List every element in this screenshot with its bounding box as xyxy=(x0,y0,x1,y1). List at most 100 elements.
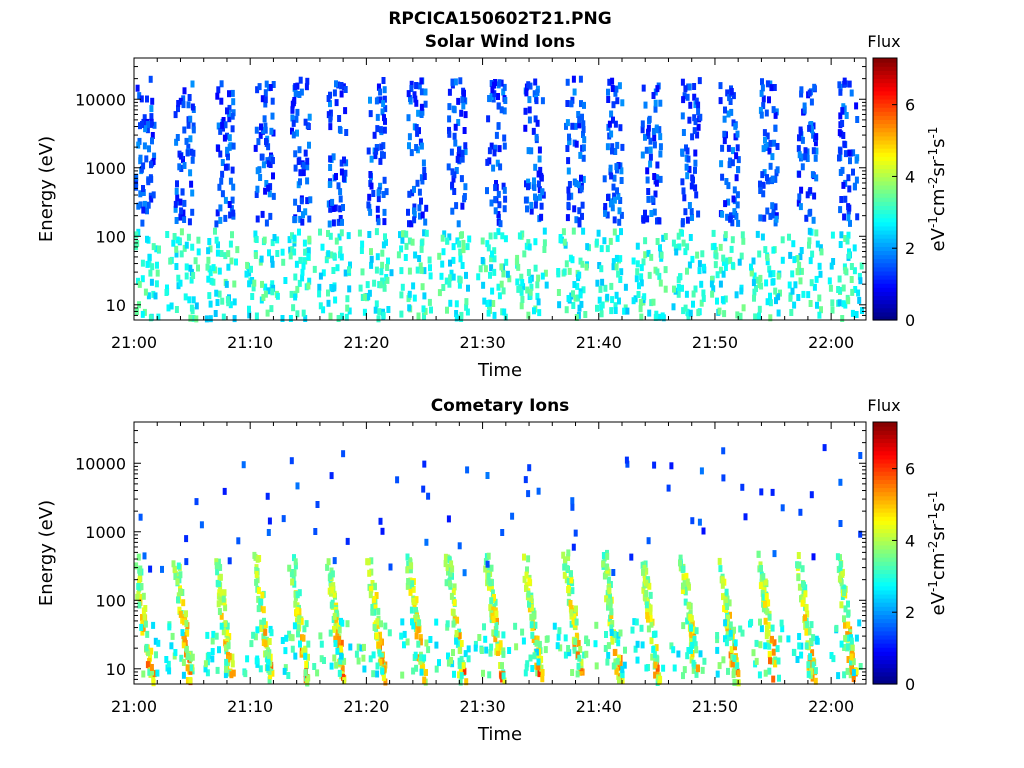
heatmap-cell xyxy=(460,231,464,239)
heatmap-cell xyxy=(649,210,654,217)
heatmap-cell xyxy=(458,255,463,263)
heatmap-cell xyxy=(227,143,232,151)
heatmap-cell xyxy=(684,290,689,298)
heatmap-cell xyxy=(267,249,271,257)
heatmap-cell xyxy=(723,106,727,114)
heatmap-cell xyxy=(843,605,848,613)
heatmap-cell xyxy=(305,163,310,171)
heatmap-cell xyxy=(446,659,451,667)
heatmap-cell xyxy=(536,180,541,188)
heatmap-cell xyxy=(570,669,575,676)
heatmap-cell xyxy=(856,289,861,297)
heatmap-cell xyxy=(734,212,739,220)
heatmap-cell xyxy=(343,169,348,177)
colorbar-tick-label: 0 xyxy=(905,311,915,330)
heatmap-cell xyxy=(568,600,573,607)
heatmap-cell xyxy=(845,643,850,651)
heatmap-cell xyxy=(267,517,272,525)
colorbar-segment xyxy=(873,229,897,235)
heatmap-cell xyxy=(812,283,817,291)
heatmap-cell xyxy=(414,632,419,640)
heatmap-cell xyxy=(530,665,535,672)
heatmap-cell xyxy=(173,649,178,656)
heatmap-cell xyxy=(734,291,739,299)
heatmap-cell xyxy=(620,143,625,151)
heatmap-cell xyxy=(689,631,694,639)
heatmap-cell xyxy=(181,95,186,103)
heatmap-cell xyxy=(760,78,764,86)
heatmap-cell xyxy=(715,646,720,654)
heatmap-cell xyxy=(757,671,762,679)
heatmap-cell xyxy=(565,214,570,222)
heatmap-cell xyxy=(792,301,797,309)
heatmap-cell xyxy=(260,591,265,599)
heatmap-cell xyxy=(680,229,684,237)
heatmap-cell xyxy=(339,90,344,98)
heatmap-cell xyxy=(739,287,744,295)
heatmap-cell xyxy=(149,278,154,286)
heatmap-cell xyxy=(482,623,486,631)
heatmap-cell xyxy=(768,162,773,170)
heatmap-cell xyxy=(577,271,582,279)
heatmap-cell xyxy=(843,635,848,643)
heatmap-cell xyxy=(419,77,424,85)
heatmap-cell xyxy=(758,618,762,626)
heatmap-cell xyxy=(375,253,380,261)
heatmap-cell xyxy=(143,605,148,612)
heatmap-cell xyxy=(610,198,615,206)
heatmap-cell xyxy=(303,208,308,216)
colorbar-segment xyxy=(873,532,897,538)
heatmap-cell xyxy=(287,564,292,572)
heatmap-cell xyxy=(141,624,146,632)
heatmap-cell xyxy=(723,264,728,271)
heatmap-cell xyxy=(809,637,814,645)
heatmap-cell xyxy=(811,634,816,642)
heatmap-cell xyxy=(217,589,222,597)
heatmap-cell xyxy=(174,217,179,224)
heatmap-cell xyxy=(150,668,154,676)
colorbar-segment xyxy=(873,266,897,272)
heatmap-cell xyxy=(691,176,695,184)
heatmap-cell xyxy=(381,191,386,198)
heatmap-cell xyxy=(800,163,805,171)
heatmap-cell xyxy=(291,304,296,312)
heatmap-cell xyxy=(799,86,804,94)
heatmap-cell xyxy=(148,314,153,322)
heatmap-cell xyxy=(830,231,835,239)
heatmap-cell xyxy=(261,294,266,301)
colorbar-segment xyxy=(873,123,897,129)
heatmap-cell xyxy=(565,100,570,107)
heatmap-cell xyxy=(566,549,571,557)
heatmap-cell xyxy=(494,622,499,629)
heatmap-cell xyxy=(388,563,393,571)
heatmap-cell xyxy=(838,478,843,486)
heatmap-cell xyxy=(336,182,341,190)
heatmap-cell xyxy=(340,665,345,673)
heatmap-cell xyxy=(593,640,598,648)
heatmap-cell xyxy=(606,576,611,584)
heatmap-cell xyxy=(851,675,856,683)
heatmap-cell xyxy=(577,217,582,225)
x-tick-label: 22:00 xyxy=(808,697,854,716)
heatmap-cell xyxy=(191,122,196,130)
heatmap-cell xyxy=(692,635,697,643)
heatmap-cell xyxy=(225,296,230,304)
heatmap-cell xyxy=(768,292,772,300)
heatmap-cell xyxy=(840,120,845,127)
heatmap-cell xyxy=(263,640,268,648)
heatmap-cell xyxy=(140,628,145,636)
heatmap-cell xyxy=(527,243,532,251)
heatmap-cell xyxy=(179,207,184,215)
heatmap-cell xyxy=(141,162,146,170)
heatmap-cell xyxy=(261,606,266,614)
heatmap-cell xyxy=(537,146,542,154)
heatmap-cell xyxy=(375,618,380,626)
heatmap-cell xyxy=(178,198,183,206)
heatmap-cell xyxy=(178,588,183,596)
x-tick-label: 21:00 xyxy=(111,697,157,716)
heatmap-cell xyxy=(842,140,847,148)
heatmap-cell xyxy=(410,618,414,626)
heatmap-cell xyxy=(837,275,842,283)
heatmap-cell xyxy=(262,617,266,625)
heatmap-cell xyxy=(255,215,260,223)
